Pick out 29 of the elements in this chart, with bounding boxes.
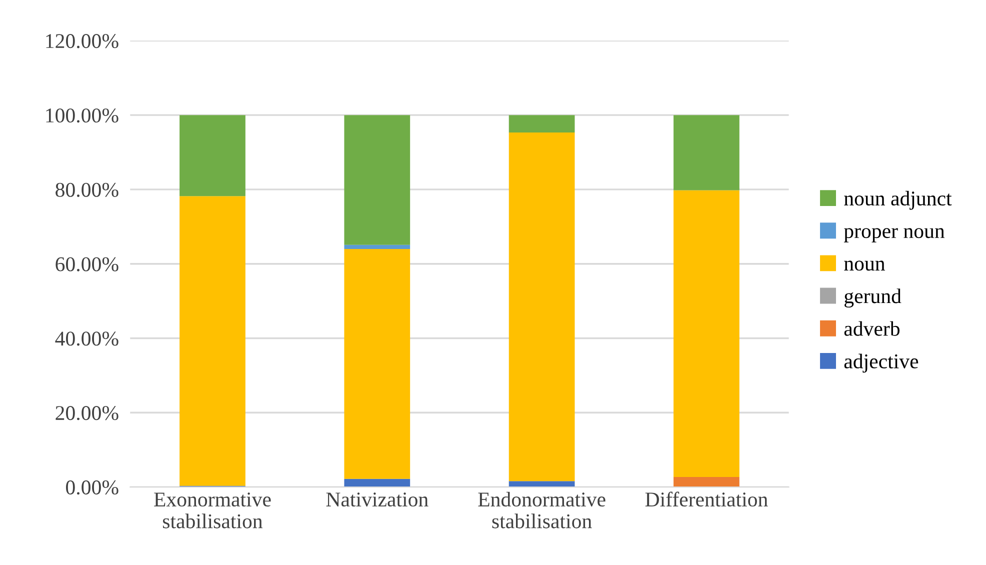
x-tick-label: Exonormative stabilisation — [154, 492, 271, 528]
y-tick-label: 80.00% — [56, 182, 118, 197]
x-tick-label: Differentiation — [645, 492, 768, 507]
bar — [674, 190, 740, 477]
y-tick-label: 20.00% — [56, 406, 118, 420]
bar — [180, 196, 246, 486]
legend-label: proper noun — [844, 228, 945, 242]
bar — [508, 481, 575, 488]
legend-label: adjective — [844, 354, 918, 373]
y-tick-label: 0.00% — [66, 480, 118, 495]
bar — [344, 478, 410, 488]
bar — [344, 244, 410, 249]
legend-label: gerund — [844, 288, 902, 308]
bar — [508, 115, 575, 133]
bar — [344, 115, 410, 245]
legend-label: adverb — [844, 321, 900, 336]
bar — [674, 115, 740, 190]
y-tick-label: 60.00% — [56, 257, 118, 272]
legend-label: noun — [844, 260, 885, 271]
y-tick-label: 120.00% — [46, 34, 118, 48]
bar — [344, 248, 410, 479]
y-tick-label: 40.00% — [55, 332, 118, 346]
bar — [674, 476, 740, 488]
bar — [180, 115, 246, 196]
y-tick-label: 100.00% — [46, 108, 118, 123]
x-tick-label: Endonormative stabilisation — [478, 492, 606, 528]
bar — [508, 132, 575, 482]
x-tick-label: Nativization — [326, 492, 428, 507]
legend-label: noun adjunct — [844, 190, 952, 210]
